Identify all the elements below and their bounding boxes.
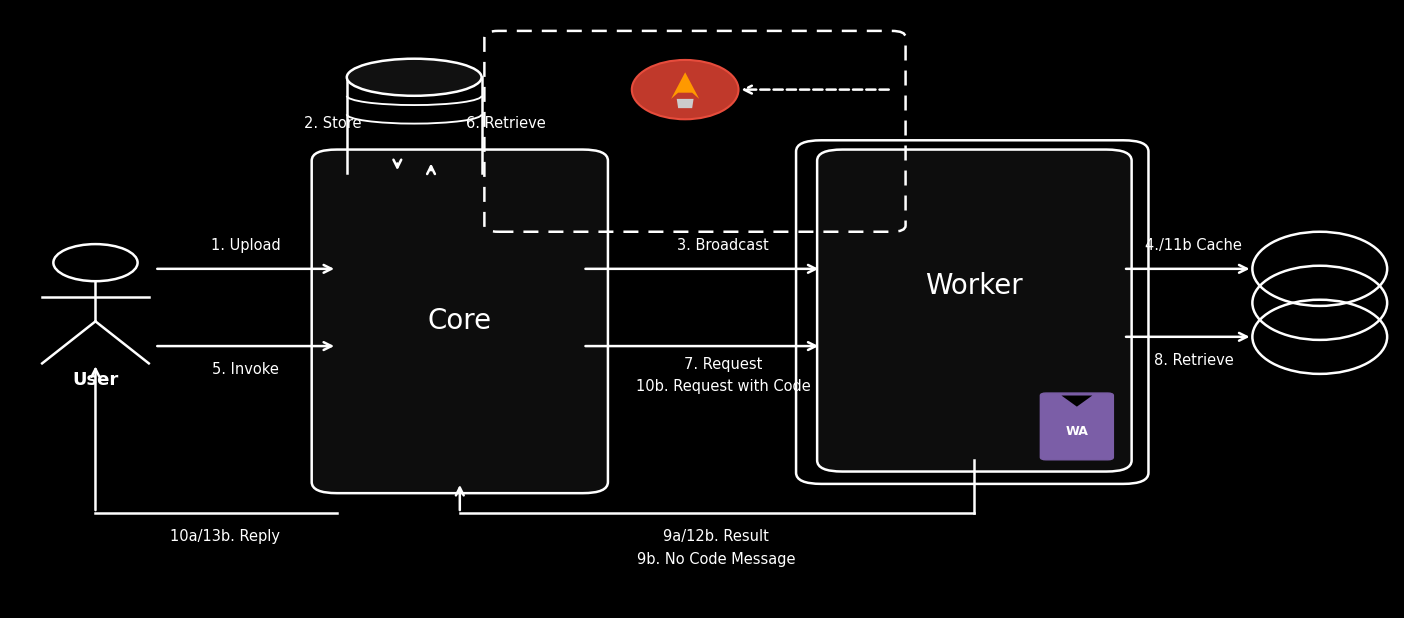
Text: 5. Invoke: 5. Invoke (212, 362, 279, 377)
FancyBboxPatch shape (796, 140, 1148, 484)
FancyBboxPatch shape (817, 150, 1132, 472)
Text: 10b. Request with Code: 10b. Request with Code (636, 379, 810, 394)
FancyBboxPatch shape (312, 150, 608, 493)
Polygon shape (671, 72, 699, 99)
Text: Worker: Worker (925, 272, 1024, 300)
Text: User: User (73, 371, 118, 389)
Text: WA: WA (1066, 425, 1088, 438)
Ellipse shape (347, 59, 482, 96)
Text: 4./11b Cache: 4./11b Cache (1146, 238, 1241, 253)
FancyBboxPatch shape (1040, 393, 1113, 460)
Text: 9b. No Code Message: 9b. No Code Message (637, 552, 795, 567)
Text: 6. Retrieve: 6. Retrieve (466, 116, 545, 131)
Text: 7. Request: 7. Request (684, 357, 762, 372)
Text: 3. Broadcast: 3. Broadcast (677, 238, 769, 253)
Text: 8. Retrieve: 8. Retrieve (1154, 353, 1233, 368)
Text: 9a/12b. Result: 9a/12b. Result (663, 529, 769, 544)
Polygon shape (677, 99, 694, 108)
Text: 1. Upload: 1. Upload (211, 238, 281, 253)
Polygon shape (1061, 396, 1092, 407)
Text: 10a/13b. Reply: 10a/13b. Reply (170, 529, 279, 544)
Text: 2. Store: 2. Store (305, 116, 361, 131)
Ellipse shape (632, 60, 739, 119)
Text: Core: Core (428, 307, 491, 336)
